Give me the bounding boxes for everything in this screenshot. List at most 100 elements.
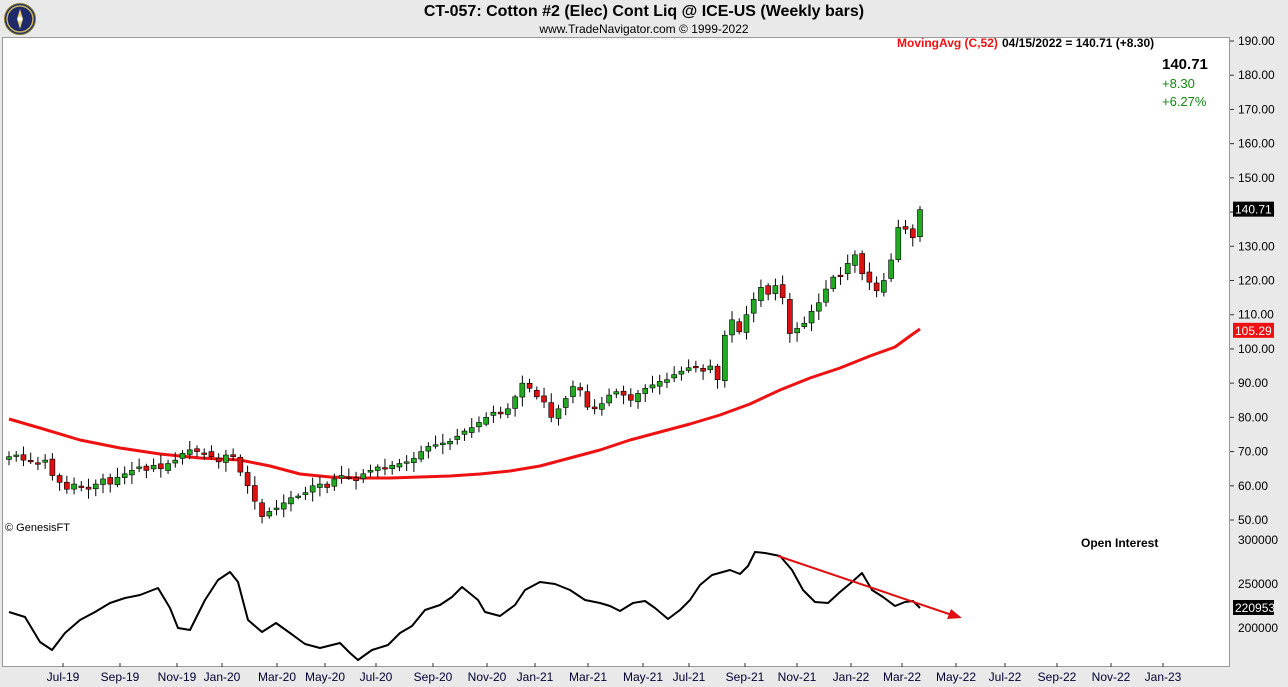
candle-body	[714, 365, 721, 381]
candle-body	[490, 411, 497, 416]
candle-body	[432, 444, 439, 447]
candle-body	[42, 459, 48, 463]
bottom-axis-panel	[0, 667, 1288, 687]
price-tick-label: 120.00	[1238, 274, 1275, 288]
candle-body	[787, 299, 793, 334]
candle-body	[909, 228, 916, 239]
candle-body	[447, 441, 453, 445]
candle-body	[244, 472, 251, 487]
candle-body	[758, 287, 764, 301]
candle-body	[309, 485, 316, 493]
chart-subtitle: www.TradeNavigator.com © 1999-2022	[539, 22, 749, 36]
candle-body	[635, 393, 641, 403]
plot-area[interactable]	[2, 37, 1230, 667]
oi-tick-label: 200000	[1238, 621, 1278, 635]
candle-body	[454, 435, 461, 440]
x-tick-label: Nov-22	[1092, 670, 1131, 684]
candle-body	[201, 452, 208, 455]
candle-body	[324, 483, 330, 488]
candle-body	[620, 390, 627, 396]
candle-body	[266, 511, 273, 517]
candle-body	[143, 465, 150, 471]
x-tick-label: Jan-22	[833, 670, 870, 684]
price-badge: 140.71	[1235, 203, 1272, 217]
candle-body	[570, 386, 576, 397]
candle-body	[418, 451, 424, 460]
price-tick-label: 150.00	[1238, 171, 1275, 185]
candle-body	[613, 391, 620, 395]
price-tick-label: 180.00	[1238, 68, 1275, 82]
candle-body	[85, 486, 92, 490]
candle-body	[382, 467, 388, 470]
candle-body	[259, 502, 265, 517]
candle-body	[237, 456, 244, 473]
candle-body	[194, 448, 200, 452]
candle-body	[100, 478, 106, 485]
candle-body	[92, 483, 99, 490]
right-axis-panel	[1230, 37, 1288, 667]
oi-badge-bg	[1233, 600, 1274, 615]
candle-body	[56, 475, 63, 483]
candle-body	[288, 497, 294, 505]
candle-body	[374, 466, 381, 471]
candle-body	[476, 422, 482, 428]
candle-body	[512, 396, 518, 409]
x-tick-label: Sep-20	[414, 670, 453, 684]
candle-body	[230, 454, 236, 458]
candle-body	[49, 458, 56, 476]
candle-body	[555, 408, 562, 419]
candle-body	[13, 454, 20, 457]
candle-body	[830, 276, 837, 289]
price-tick-label: 80.00	[1238, 410, 1268, 424]
candle-body	[844, 263, 851, 274]
candle-body	[468, 427, 475, 433]
candle-body	[252, 485, 258, 502]
candle-body	[273, 507, 280, 510]
candle-body	[389, 464, 395, 470]
x-tick-label: May-21	[623, 670, 663, 684]
candle-body	[411, 458, 417, 463]
candle-body	[35, 462, 41, 465]
x-tick-label: Mar-21	[569, 670, 607, 684]
candle-body	[346, 476, 352, 480]
candle-body	[331, 478, 338, 487]
x-tick-label: Sep-19	[101, 670, 140, 684]
quote-percent: +6.27%	[1162, 94, 1207, 109]
candle-body	[6, 456, 12, 460]
quote-last: 140.71	[1162, 56, 1208, 73]
candle-body	[403, 461, 410, 464]
candle-body	[794, 328, 800, 334]
candle-body	[353, 477, 359, 481]
price-badge-bg	[1233, 201, 1274, 217]
oi-trend-arrow-line	[777, 555, 953, 616]
x-tick-label: Mar-22	[883, 670, 921, 684]
candle-body	[129, 470, 135, 476]
price-tick-label: 70.00	[1238, 445, 1268, 459]
candle-body	[64, 481, 70, 490]
chart-header: CT-057: Cotton #2 (Elec) Cont Liq @ ICE-…	[0, 0, 1288, 38]
candle-body	[837, 274, 844, 277]
candle-body	[215, 457, 222, 463]
price-tick-label: 190.00	[1238, 34, 1275, 48]
candle-body	[685, 367, 692, 371]
candle-body	[678, 370, 685, 375]
candle-body	[114, 476, 121, 486]
candle-body	[917, 209, 923, 237]
candle-body	[649, 384, 656, 389]
candle-body	[866, 271, 873, 283]
x-tick-label: Nov-20	[468, 670, 507, 684]
x-tick-label: Nov-21	[778, 670, 817, 684]
candle-body	[599, 403, 605, 410]
candle-body	[750, 299, 757, 314]
candle-body	[425, 446, 432, 452]
copyright-label: © GenesisFT	[5, 522, 70, 534]
ma-legend-label: MovingAvg (C,52)	[897, 36, 998, 50]
price-tick-label: 60.00	[1238, 479, 1268, 493]
candle-body	[280, 502, 287, 510]
x-tick-label: Sep-22	[1038, 670, 1077, 684]
candle-body	[541, 395, 547, 403]
quote-change: +8.30	[1162, 76, 1195, 91]
price-tick-label: 110.00	[1238, 308, 1274, 322]
oi-tick-label: 250000	[1238, 577, 1278, 591]
